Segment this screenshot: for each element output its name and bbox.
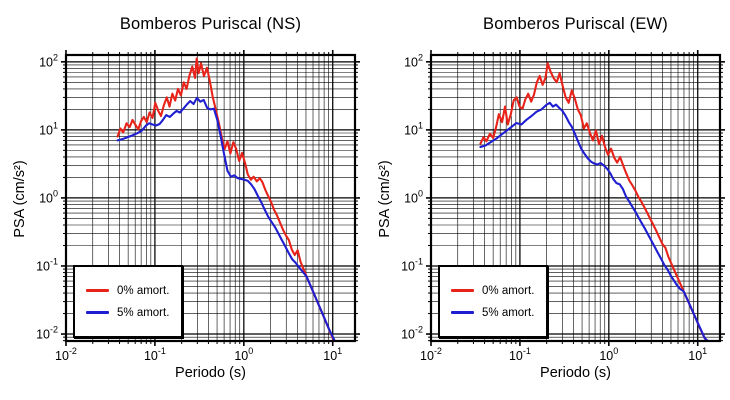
legend-line-sample-blue [86, 311, 109, 314]
svg-text:101: 101 [404, 120, 423, 137]
svg-text:101: 101 [323, 346, 342, 363]
svg-text:10-2: 10-2 [36, 325, 58, 342]
x-axis-label: Periodo (s) [175, 365, 246, 381]
legend-label-5pct: 5% amort. [117, 306, 170, 319]
svg-text:10-1: 10-1 [509, 346, 531, 363]
legend: 0% amort. 5% amort. [73, 265, 183, 338]
curve-0pct-damping [479, 62, 709, 341]
svg-text:10-2: 10-2 [55, 346, 77, 363]
log-grid [65, 55, 355, 341]
svg-text:102: 102 [39, 52, 58, 69]
svg-text:10-1: 10-1 [144, 346, 166, 363]
legend: 0% amort. 5% amort. [438, 265, 548, 338]
psa-spectrum-plot-ew: 10-2 10-1 100 101 102 101 100 10-1 10-2 [401, 50, 725, 363]
legend-line-sample-red [451, 289, 474, 292]
svg-text:100: 100 [234, 346, 253, 363]
legend-label-0pct: 0% amort. [482, 284, 535, 297]
legend-item-0pct: 0% amort. [86, 285, 181, 297]
y-axis-label: PSA (cm/s²) [12, 160, 28, 238]
svg-text:100: 100 [599, 346, 618, 363]
series-curves [116, 57, 336, 341]
svg-text:10-1: 10-1 [401, 256, 423, 273]
legend-label-0pct: 0% amort. [117, 284, 170, 297]
chart-title-ns: Bomberos Puriscal (NS) [119, 15, 302, 33]
plot-frame [429, 53, 722, 343]
svg-text:10-1: 10-1 [36, 256, 58, 273]
legend-label-5pct: 5% amort. [482, 306, 535, 319]
legend-item-5pct: 5% amort. [451, 307, 546, 319]
panel-ns: 10-2 10-1 100 101 102 101 100 10-1 10-2 Bomberos… [12, 15, 360, 381]
series-curves [479, 62, 710, 341]
legend-item-0pct: 0% amort. [451, 285, 546, 297]
svg-text:10-2: 10-2 [420, 346, 442, 363]
panel-ew: 10-2 10-1 100 101 102 101 100 10-1 10-2 Bomberos… [365, 0, 730, 400]
psa-spectrum-plot-ns: 10-2 10-1 100 101 102 101 100 10-1 10-2 [36, 50, 360, 363]
svg-text:100: 100 [404, 188, 423, 205]
legend-line-sample-blue [451, 311, 474, 314]
curve-5pct-damping [116, 96, 336, 341]
svg-text:101: 101 [39, 120, 58, 137]
svg-text:10-2: 10-2 [401, 325, 423, 342]
curve-5pct-damping [479, 101, 710, 341]
svg-text:100: 100 [39, 188, 58, 205]
tick-labels: 10-2 10-1 100 101 102 101 100 10-1 10-2 [401, 52, 707, 363]
chart-title-ew: Bomberos Puriscal (EW) [482, 15, 669, 33]
legend-item-5pct: 5% amort. [86, 307, 181, 319]
legend-line-sample-red [86, 289, 109, 292]
curve-0pct-damping [116, 57, 336, 341]
tick-labels: 10-2 10-1 100 101 102 101 100 10-1 10-2 [36, 52, 342, 363]
y-axis-label: PSA (cm/s²) [377, 160, 393, 238]
plot-frame [64, 53, 357, 343]
svg-text:101: 101 [688, 346, 707, 363]
x-axis-label: Periodo (s) [540, 365, 611, 381]
svg-text:102: 102 [404, 52, 423, 69]
